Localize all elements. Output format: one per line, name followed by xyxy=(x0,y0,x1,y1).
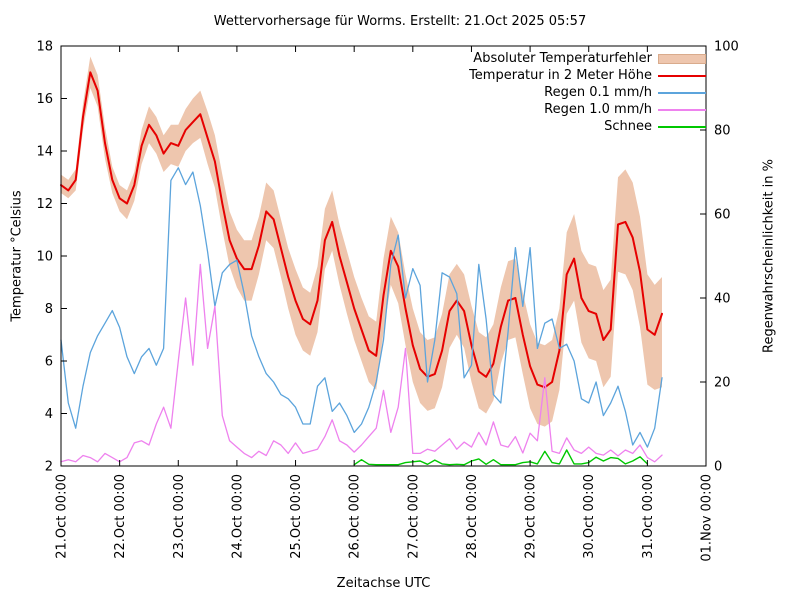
legend-label: Temperatur in 2 Meter Höhe xyxy=(469,68,652,83)
x-tick-label: 28.Oct 00:00 xyxy=(465,474,480,559)
x-tick-label: 23.Oct 00:00 xyxy=(172,474,187,559)
y-left-tick-label: 10 xyxy=(36,250,53,265)
legend-item-rain10: Regen 1.0 mm/h xyxy=(469,101,706,118)
legend-item-snow: Schnee xyxy=(469,118,706,135)
x-tick-label: 29.Oct 00:00 xyxy=(524,474,539,559)
x-tick-label: 24.Oct 00:00 xyxy=(230,474,245,559)
chart-title: Wettervorhersage für Worms. Erstellt: 21… xyxy=(213,14,587,29)
y-left-tick-label: 4 xyxy=(45,407,53,422)
x-tick-label: 01.Nov 00:00 xyxy=(700,474,715,562)
y-right-tick-label: 60 xyxy=(714,208,731,223)
y-left-tick-label: 12 xyxy=(36,197,53,212)
x-tick-label: 26.Oct 00:00 xyxy=(348,474,363,559)
rain01-probability-line xyxy=(60,167,663,448)
y-right-tick-label: 0 xyxy=(714,460,722,475)
band-swatch xyxy=(658,53,706,64)
snow-line-swatch xyxy=(658,125,706,128)
y-left-tick-label: 6 xyxy=(45,355,53,370)
y-left-tick-label: 2 xyxy=(45,460,53,475)
chart-legend: Absoluter Temperaturfehler Temperatur in… xyxy=(469,50,706,135)
legend-label: Absoluter Temperaturfehler xyxy=(473,51,652,66)
y-right-tick-label: 40 xyxy=(714,292,731,307)
y-right-tick-label: 80 xyxy=(714,124,731,139)
y-left-tick-label: 8 xyxy=(45,302,53,317)
legend-label: Schnee xyxy=(604,119,652,134)
y-axis-right-label: Regenwahrscheinlichkeit in % xyxy=(761,159,777,353)
legend-item-temperature-error: Absoluter Temperaturfehler xyxy=(469,50,706,67)
x-tick-label: 27.Oct 00:00 xyxy=(406,474,421,559)
temperature-line xyxy=(60,71,663,389)
x-axis-label: Zeitachse UTC xyxy=(336,576,431,591)
rain10-probability-line xyxy=(60,263,663,463)
snow-probability-line xyxy=(353,449,649,466)
legend-item-temperature: Temperatur in 2 Meter Höhe xyxy=(469,67,706,84)
legend-item-rain01: Regen 0.1 mm/h xyxy=(469,84,706,101)
rain01-line-swatch xyxy=(658,91,706,94)
y-left-tick-label: 14 xyxy=(36,145,53,160)
x-tick-label: 25.Oct 00:00 xyxy=(289,474,304,559)
y-right-tick-label: 20 xyxy=(714,376,731,391)
x-tick-label: 22.Oct 00:00 xyxy=(113,474,128,559)
x-tick-label: 21.Oct 00:00 xyxy=(55,474,70,559)
y-left-tick-label: 16 xyxy=(36,92,53,107)
y-left-tick-label: 18 xyxy=(36,40,53,55)
y-right-tick-label: 100 xyxy=(714,40,739,55)
rain10-line-swatch xyxy=(658,108,706,111)
legend-label: Regen 0.1 mm/h xyxy=(544,85,652,100)
temperature-line-swatch xyxy=(658,74,706,77)
x-tick-label: 31.Oct 00:00 xyxy=(641,474,656,559)
x-tick-label: 30.Oct 00:00 xyxy=(582,474,597,559)
y-axis-left-label: Temperatur °Celsius xyxy=(9,190,25,322)
legend-label: Regen 1.0 mm/h xyxy=(544,102,652,117)
